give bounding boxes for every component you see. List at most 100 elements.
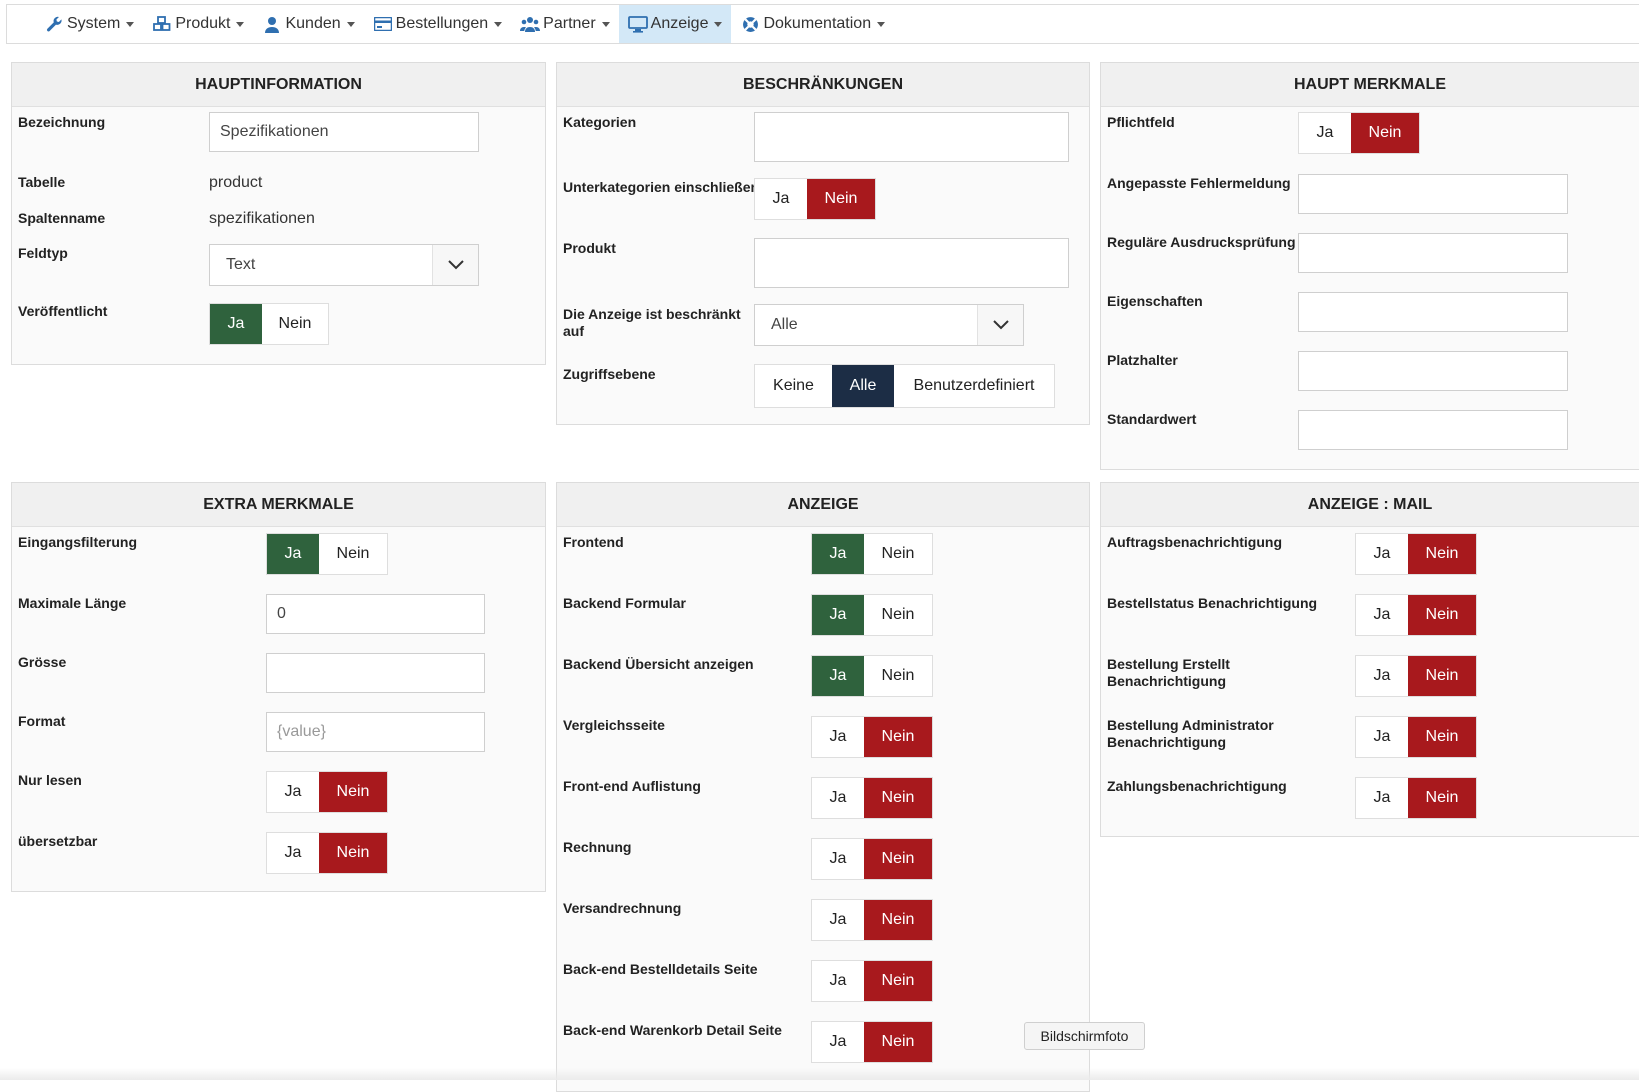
eigenschaften-input[interactable] <box>1298 292 1568 332</box>
toggle-yes[interactable]: Ja <box>829 789 847 806</box>
nav-kunden[interactable]: Kunden <box>253 5 363 43</box>
uebersetzbar-toggle: Ja Nein <box>266 832 388 874</box>
nav-produkt[interactable]: Produkt <box>143 5 253 43</box>
nav-label: Produkt <box>175 15 231 32</box>
panel-anzeige-mail: ANZEIGE : MAIL Auftragsbenachrichtigung J… <box>1100 482 1639 837</box>
format-input[interactable]: {value} <box>266 712 485 752</box>
toggle-no[interactable]: Nein <box>881 667 915 684</box>
zugriff-alle[interactable]: Alle <box>832 365 894 407</box>
toggle-no[interactable]: Nein <box>864 717 932 757</box>
toggle-no[interactable]: Nein <box>319 833 387 873</box>
nav-bestellungen[interactable]: Bestellungen <box>364 5 512 43</box>
nav-system[interactable]: System <box>35 5 143 43</box>
toggle-yes[interactable]: Ja <box>829 972 847 989</box>
row-label: Bestellung Erstellt Benachrichtigung <box>1107 656 1230 689</box>
toggle-no[interactable]: Nein <box>278 315 312 332</box>
label-anzeige-beschraenkt: Die Anzeige ist beschränkt auf <box>563 306 741 339</box>
panel-title: ANZEIGE : MAIL <box>1101 483 1639 527</box>
toggle-no[interactable]: Nein <box>807 179 875 219</box>
bezeichnung-input[interactable]: Spezifikationen <box>209 112 479 152</box>
chevron-down-icon <box>601 21 610 27</box>
fehlermeldung-input[interactable] <box>1298 174 1568 214</box>
label-produkt: Produkt <box>563 240 616 256</box>
toggle-yes[interactable]: Ja <box>812 595 864 635</box>
toggle-no[interactable]: Nein <box>864 778 932 818</box>
zugriff-benutzerdefiniert[interactable]: Benutzerdefiniert <box>913 377 1035 394</box>
row-toggle: Ja Nein <box>1355 716 1477 758</box>
panel-anzeige: ANZEIGE Frontend Ja Nein Backend Formular Ja… <box>556 482 1090 1092</box>
monitor-icon <box>627 15 648 33</box>
standardwert-input[interactable] <box>1298 410 1568 450</box>
chevron-down-icon[interactable] <box>432 245 478 285</box>
anzeige-beschraenkt-select[interactable]: Alle <box>754 304 1024 346</box>
label-pflichtfeld: Pflichtfeld <box>1107 114 1175 130</box>
toggle-no[interactable]: Nein <box>319 772 387 812</box>
toggle-yes[interactable]: Ja <box>812 656 864 696</box>
chevron-down-icon[interactable] <box>977 305 1023 345</box>
nav-label: Dokumentation <box>763 15 872 32</box>
maxlaenge-input[interactable]: 0 <box>266 594 485 634</box>
nav-dokumentation[interactable]: Dokumentation <box>731 5 894 43</box>
row-label: Bestellstatus Benachrichtigung <box>1107 595 1318 611</box>
toggle-yes[interactable]: Ja <box>812 534 864 574</box>
label-unterkategorien: Unterkategorien einschließen <box>563 179 760 195</box>
toggle-yes[interactable]: Ja <box>1316 124 1334 141</box>
toggle-no[interactable]: Nein <box>1408 656 1476 696</box>
toggle-yes[interactable]: Ja <box>1373 789 1391 806</box>
label-nurlesen: Nur lesen <box>18 772 82 788</box>
toggle-yes[interactable]: Ja <box>829 850 847 867</box>
tabelle-value: product <box>209 174 263 191</box>
platzhalter-input[interactable] <box>1298 351 1568 391</box>
toggle-yes[interactable]: Ja <box>829 1033 847 1050</box>
panel-title: BESCHRÄNKUNGEN <box>557 63 1089 107</box>
chevron-down-icon <box>236 21 245 27</box>
toggle-no[interactable]: Nein <box>1408 778 1476 818</box>
toggle-yes[interactable]: Ja <box>772 190 790 207</box>
row-toggle: Ja Nein <box>1355 533 1477 575</box>
nav-anzeige[interactable]: Anzeige <box>618 5 732 43</box>
label-spaltenname: Spaltenname <box>18 210 106 226</box>
toggle-no[interactable]: Nein <box>881 606 915 623</box>
nav-partner[interactable]: Partner <box>511 5 618 43</box>
row-label: Back-end Bestelldetails Seite <box>563 961 758 977</box>
toggle-no[interactable]: Nein <box>1408 534 1476 574</box>
row-label: Backend Übersicht anzeigen <box>563 656 754 672</box>
row-label: Bestellung Administrator Benachrichtigun… <box>1107 717 1274 750</box>
chevron-down-icon <box>877 21 886 27</box>
toggle-yes[interactable]: Ja <box>829 911 847 928</box>
toggle-no[interactable]: Nein <box>864 900 932 940</box>
zugriff-keine[interactable]: Keine <box>773 377 814 394</box>
produkt-input[interactable] <box>754 238 1069 288</box>
toggle-yes[interactable]: Ja <box>1373 667 1391 684</box>
toggle-yes[interactable]: Ja <box>267 534 319 574</box>
toggle-yes[interactable]: Ja <box>1373 728 1391 745</box>
toggle-no[interactable]: Nein <box>1408 595 1476 635</box>
toggle-yes[interactable]: Ja <box>1373 545 1391 562</box>
label-format: Format <box>18 713 66 729</box>
toggle-no[interactable]: Nein <box>864 961 932 1001</box>
toggle-no[interactable]: Nein <box>864 1022 932 1062</box>
toggle-no[interactable]: Nein <box>336 545 370 562</box>
toggle-yes[interactable]: Ja <box>1373 606 1391 623</box>
label-regex: Reguläre Ausdrucksprüfung <box>1107 234 1296 250</box>
groesse-input[interactable] <box>266 653 485 693</box>
credit-card-icon <box>373 15 393 33</box>
regex-input[interactable] <box>1298 233 1568 273</box>
toggle-no[interactable]: Nein <box>881 545 915 562</box>
label-feldtyp: Feldtyp <box>18 245 68 261</box>
toggle-yes[interactable]: Ja <box>210 304 262 344</box>
toggle-yes[interactable]: Ja <box>829 728 847 745</box>
kategorien-input[interactable] <box>754 112 1069 162</box>
toggle-no[interactable]: Nein <box>1408 717 1476 757</box>
unterkategorien-toggle: Ja Nein <box>754 178 876 220</box>
panel-beschraenkungen: BESCHRÄNKUNGEN Kategorien Unterkategorie… <box>556 62 1090 425</box>
nurlesen-toggle: Ja Nein <box>266 771 388 813</box>
feldtyp-select[interactable]: Text <box>209 244 479 286</box>
toggle-no[interactable]: Nein <box>1351 113 1419 153</box>
label-tabelle: Tabelle <box>18 174 66 190</box>
toggle-yes[interactable]: Ja <box>284 783 302 800</box>
toggle-no[interactable]: Nein <box>864 839 932 879</box>
chevron-down-icon <box>346 21 355 27</box>
panel-extra-merkmale: EXTRA MERKMALE Eingangsfilterung Ja Nein… <box>11 482 546 892</box>
toggle-yes[interactable]: Ja <box>284 844 302 861</box>
